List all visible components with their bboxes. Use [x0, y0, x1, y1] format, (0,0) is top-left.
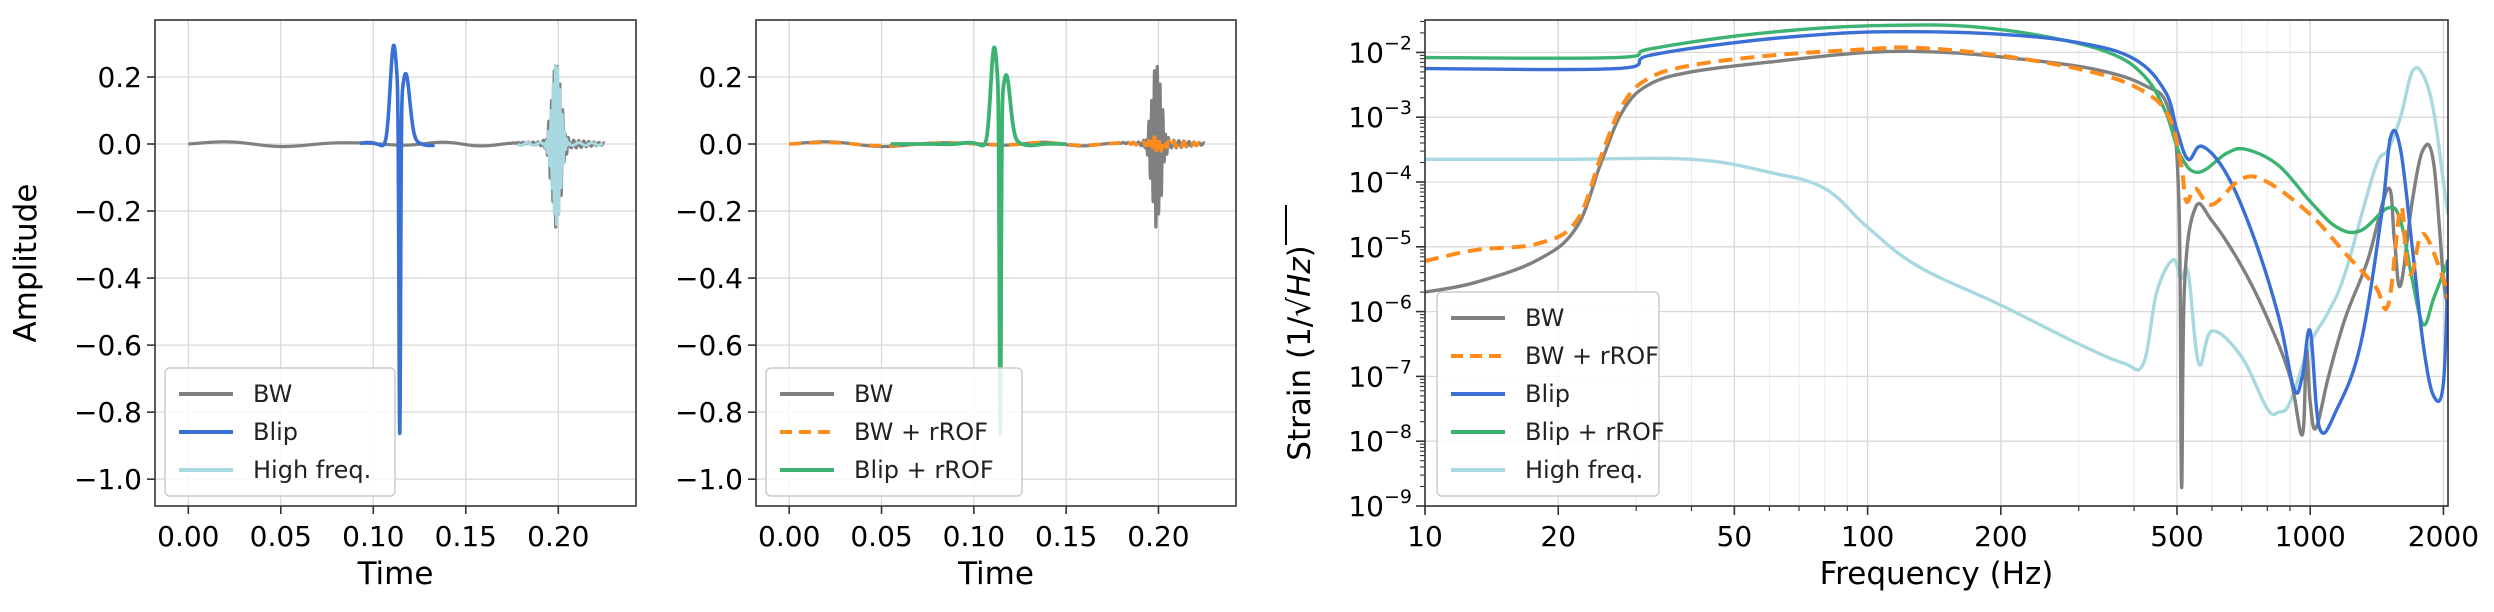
x-tick-label: 10	[1407, 520, 1443, 553]
series-line-high-freq-	[516, 63, 605, 227]
y-tick-label: −0.2	[675, 195, 743, 228]
y-label-radicand: Hz	[1282, 257, 1318, 297]
y-tick-exponent: −2	[1384, 32, 1412, 54]
legend-label: Blip + rROF	[1525, 418, 1665, 446]
x-tick-label: 0.05	[250, 520, 312, 553]
series-line-blip-rrof	[888, 45, 1068, 437]
x-tick-label: 100	[1841, 520, 1894, 553]
x-tick-label: 0.00	[758, 520, 820, 553]
y-tick-label: −0.8	[675, 396, 743, 429]
x-axis-label: Time	[957, 556, 1034, 592]
legend-label: Blip	[253, 418, 298, 446]
series-line-bw	[1425, 49, 2448, 490]
y-tick-label: 10−4	[1348, 162, 1412, 199]
axes-frame	[154, 19, 637, 507]
y-tick-mantissa: 10	[1348, 101, 1384, 134]
y-tick-label: 10−3	[1348, 97, 1412, 134]
y-tick-exponent: −9	[1384, 486, 1412, 508]
y-tick-label: 0.2	[97, 61, 142, 94]
y-axis-label: Amplitude	[8, 184, 44, 343]
x-tick-label: 0.10	[943, 520, 1005, 553]
y-tick-label: 10−8	[1348, 421, 1412, 458]
y-tick-mantissa: 10	[1348, 166, 1384, 199]
legend: BW Blip High freq.	[164, 367, 396, 497]
legend: BW BW + rROF Blip Blip + rROF High freq.	[1436, 291, 1665, 497]
x-tick-label: 20	[1540, 520, 1576, 553]
y-tick-mantissa: 10	[1348, 425, 1384, 458]
y-tick-mantissa: 10	[1348, 231, 1384, 264]
x-tick-label: 0.20	[527, 520, 589, 553]
y-tick-label: 0.2	[698, 61, 743, 94]
y-label-prefix: Strain (1/	[1282, 316, 1318, 461]
y-tick-label: 10−5	[1348, 227, 1412, 264]
y-tick-label: −0.4	[675, 262, 743, 295]
y-tick-exponent: −5	[1384, 227, 1412, 249]
legend-label: High freq.	[253, 456, 371, 484]
y-tick-exponent: −4	[1384, 162, 1412, 184]
x-tick-label: 200	[1974, 520, 2027, 553]
y-tick-mantissa: 10	[1348, 36, 1384, 69]
y-tick-mantissa: 10	[1348, 490, 1384, 523]
x-tick-label: 0.00	[157, 520, 219, 553]
y-tick-label: −0.4	[74, 262, 142, 295]
y-tick-label: 10−6	[1348, 292, 1412, 329]
series-group	[1425, 23, 2448, 490]
x-axis-label: Frequency (Hz)	[1820, 556, 2054, 592]
y-tick-exponent: −7	[1384, 356, 1412, 378]
time-domain-panel-left: 0.00 0.05 0.10 0.15 0.20 0.2 0.0 −0.2 −0.4 −0.6 −0…	[8, 19, 637, 592]
x-tick-label: 0.15	[1035, 520, 1097, 553]
legend-label: BW	[1525, 304, 1564, 332]
y-label-sqrt: √	[1282, 297, 1318, 317]
y-tick-exponent: −6	[1384, 292, 1412, 314]
legend-label: BW + rROF	[1525, 342, 1659, 370]
y-tick-label: 10−2	[1348, 32, 1412, 69]
legend-label: BW	[854, 380, 893, 408]
y-axis-label: Strain (1/√Hz)	[1282, 205, 1318, 461]
legend: BW BW + rROF Blip + rROF	[765, 367, 1023, 497]
legend-box	[164, 367, 396, 497]
legend-label: BW	[253, 380, 292, 408]
legend-label: Blip + rROF	[854, 456, 994, 484]
series-line-blip	[1425, 29, 2448, 435]
series-line-bw-rrof	[1425, 45, 2448, 312]
y-tick-label: −0.2	[74, 195, 142, 228]
x-tick-label: 0.10	[342, 520, 404, 553]
y-tick-exponent: −3	[1384, 97, 1412, 119]
time-domain-panel-middle: 0.00 0.05 0.10 0.15 0.20 0.2 0.0 −0.2 −0.4 −0.6 −0…	[675, 19, 1237, 592]
y-tick-mantissa: 10	[1348, 360, 1384, 393]
y-tick-label: −1.0	[675, 463, 743, 496]
y-tick-label: 0.0	[97, 128, 142, 161]
x-tick-label: 50	[1717, 520, 1753, 553]
y-tick-label: −0.8	[74, 396, 142, 429]
y-tick-label: −0.6	[74, 329, 142, 362]
y-tick-exponent: −8	[1384, 421, 1412, 443]
legend-label: Blip	[1525, 380, 1570, 408]
legend-label: BW + rROF	[854, 418, 988, 446]
x-tick-label: 500	[2150, 520, 2203, 553]
y-tick-label: 10−9	[1348, 486, 1412, 523]
svg-text:Strain (1/√Hz): Strain (1/√Hz)	[1282, 245, 1318, 460]
series-line-blip	[358, 43, 437, 436]
legend-box	[765, 367, 1023, 497]
y-label-suffix: )	[1282, 245, 1318, 257]
x-tick-label: 0.15	[435, 520, 497, 553]
x-tick-label: 0.05	[850, 520, 912, 553]
x-tick-label: 1000	[2275, 520, 2346, 553]
y-tick-mantissa: 10	[1348, 296, 1384, 329]
axes-frame	[755, 19, 1237, 507]
x-axis-label: Time	[357, 556, 434, 592]
legend-label: High freq.	[1525, 456, 1643, 484]
axes-frame	[1424, 19, 2449, 507]
frequency-domain-panel: 10 20 50 100 200 500 1000 200010−910−810−710−61…	[1282, 19, 2479, 592]
x-tick-label: 0.20	[1127, 520, 1189, 553]
y-tick-label: −1.0	[74, 463, 142, 496]
y-tick-label: 0.0	[698, 128, 743, 161]
x-tick-label: 2000	[2408, 520, 2479, 553]
legend-box	[1436, 291, 1660, 497]
y-tick-label: 10−7	[1348, 356, 1412, 393]
y-tick-label: −0.6	[675, 329, 743, 362]
